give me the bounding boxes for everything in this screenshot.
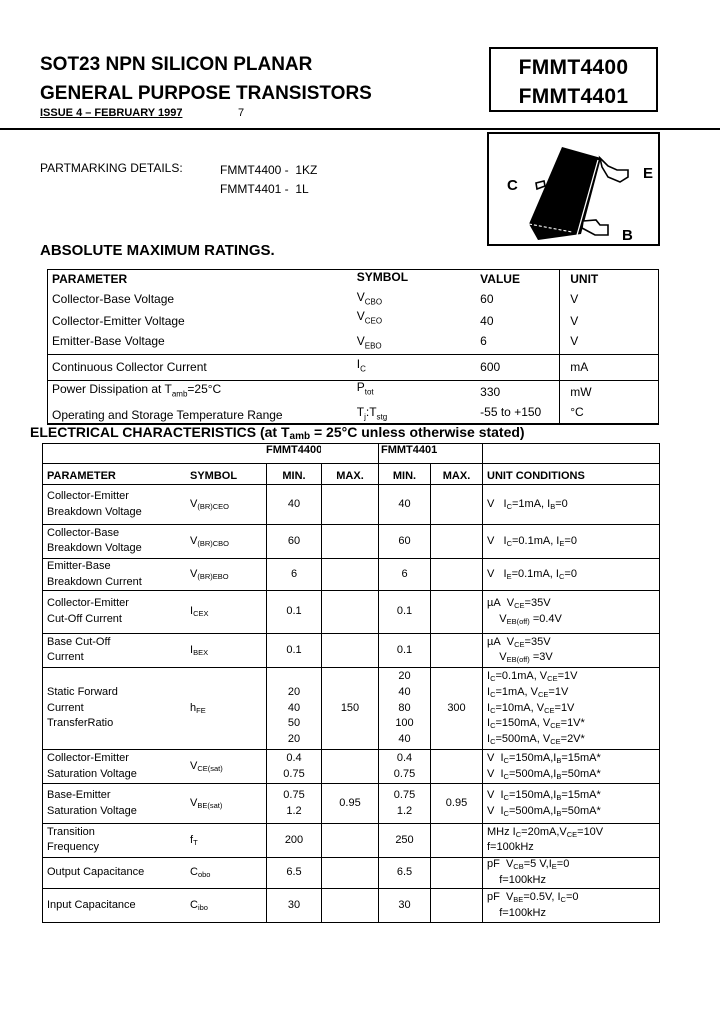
svg-text:B: B <box>622 227 633 244</box>
svg-text:C: C <box>507 177 518 194</box>
svg-text:E: E <box>643 165 653 182</box>
